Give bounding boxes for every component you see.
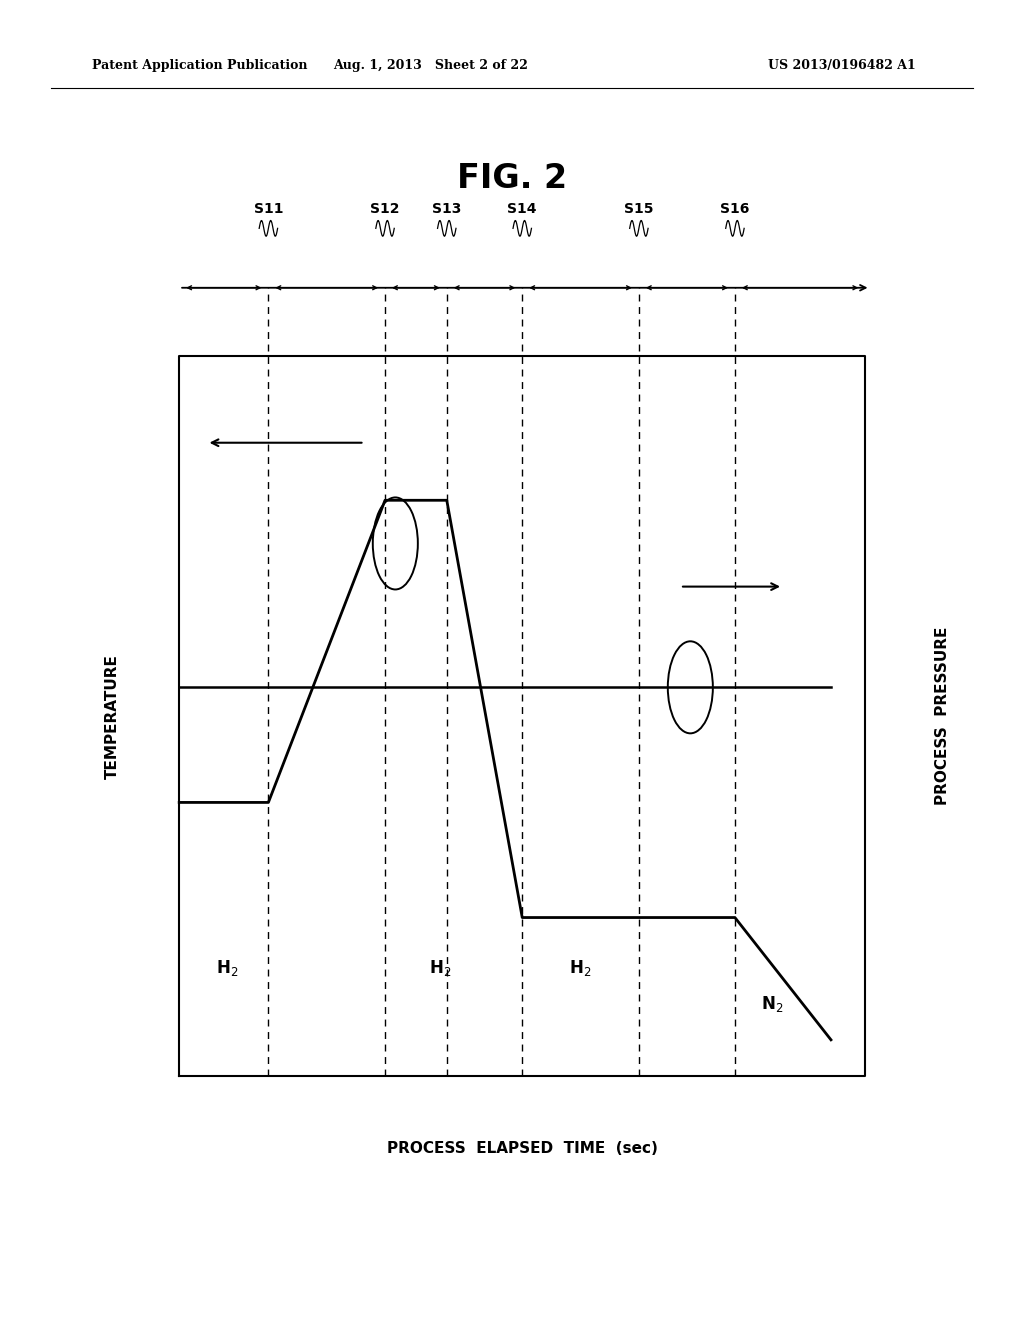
- Text: S12: S12: [371, 202, 399, 216]
- Text: S11: S11: [254, 202, 284, 216]
- Text: H$_2$: H$_2$: [429, 958, 452, 978]
- Text: N$_2$: N$_2$: [762, 994, 783, 1014]
- Text: FIG. 2: FIG. 2: [457, 162, 567, 195]
- Text: H$_2$: H$_2$: [569, 958, 592, 978]
- Text: Aug. 1, 2013   Sheet 2 of 22: Aug. 1, 2013 Sheet 2 of 22: [333, 59, 527, 73]
- Text: Patent Application Publication: Patent Application Publication: [92, 59, 307, 73]
- Text: PROCESS  ELAPSED  TIME  (sec): PROCESS ELAPSED TIME (sec): [387, 1140, 657, 1156]
- Text: PROCESS  PRESSURE: PROCESS PRESSURE: [935, 627, 949, 805]
- Text: S16: S16: [720, 202, 750, 216]
- Text: S15: S15: [624, 202, 653, 216]
- Text: H$_2$: H$_2$: [216, 958, 239, 978]
- Text: S14: S14: [508, 202, 537, 216]
- Text: TEMPERATURE: TEMPERATURE: [105, 653, 120, 779]
- Text: S13: S13: [432, 202, 462, 216]
- Text: US 2013/0196482 A1: US 2013/0196482 A1: [768, 59, 915, 73]
